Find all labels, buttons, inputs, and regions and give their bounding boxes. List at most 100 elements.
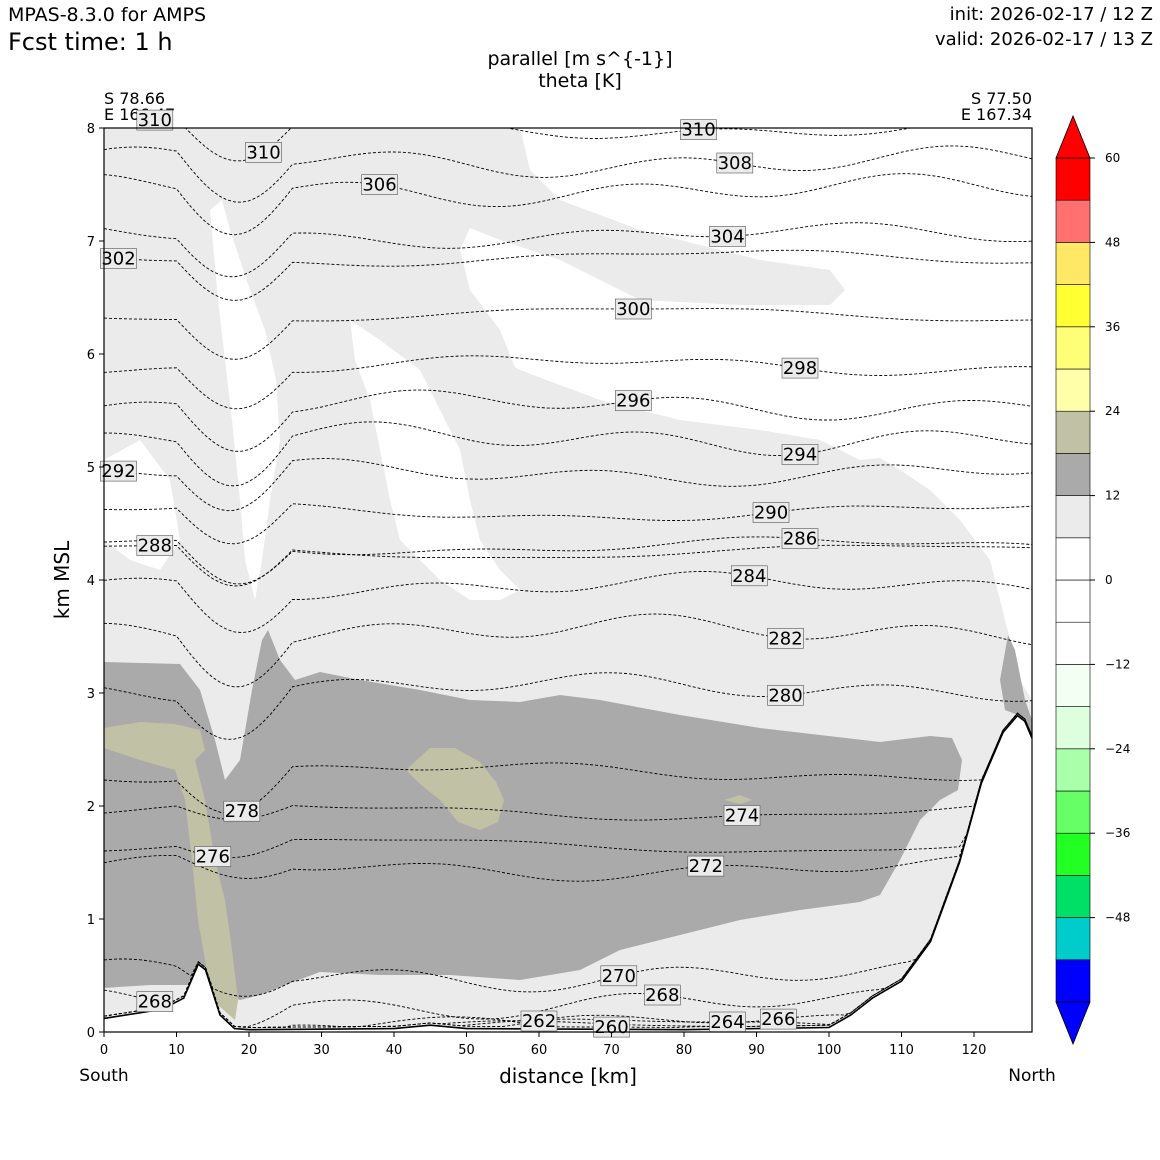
contour-label-text: 288 (138, 536, 172, 557)
valid-time-label: valid: 2026-02-17 / 13 Z (935, 29, 1153, 50)
forecast-time-label: Fcst time: 1 h (8, 28, 173, 56)
contour-label-text: 280 (768, 685, 802, 706)
x-tick-label: 20 (241, 1043, 258, 1058)
theta-contour-288 (104, 544, 1032, 587)
contour-label-box (730, 565, 768, 587)
contour-label-286: 286 (781, 528, 819, 550)
colorbar-segment (1055, 706, 1091, 750)
theta-contour-300 (104, 308, 1032, 360)
contour-label-268: 268 (136, 991, 174, 1013)
theta-contour-302 (104, 249, 1032, 301)
contour-label-box (687, 855, 725, 877)
contour-label-box (781, 357, 819, 379)
theta-contour-306 (104, 173, 1032, 236)
contour-label-text: 292 (101, 461, 135, 482)
contour-label-274: 274 (723, 805, 761, 827)
colorbar-segment (1055, 242, 1091, 285)
colorbar-tick-label: −36 (1105, 826, 1130, 840)
colorbar-segment (1055, 537, 1091, 581)
contour-label-262: 262 (520, 1010, 558, 1032)
contour-label-text: 284 (732, 566, 766, 587)
contour-label-text: 266 (761, 1009, 795, 1030)
contour-label-text: 300 (616, 299, 650, 320)
theta-contour-308 (104, 145, 1032, 203)
contour-label-text: 310 (681, 120, 715, 141)
contour-label-284: 284 (730, 565, 768, 587)
contour-label-310: 310 (136, 109, 174, 131)
contour-label-text: 268 (645, 985, 679, 1006)
contour-label-box (723, 805, 761, 826)
contour-label-278: 278 (223, 800, 261, 822)
contour-label-306: 306 (361, 174, 398, 196)
contour-label-box (100, 248, 137, 269)
contour-label-text: 276 (196, 847, 230, 868)
theta-contour-294 (104, 421, 1032, 487)
contour-label-layer: 3103103103083063043023002982962942922902… (100, 109, 819, 1038)
contour-label-300: 300 (614, 298, 652, 320)
colorbar-segment (1055, 495, 1091, 539)
contour-label-text: 296 (616, 391, 650, 412)
contour-label-266: 266 (759, 1008, 797, 1030)
contour-label-text: 278 (225, 801, 259, 822)
theta-contour-296 (104, 389, 1032, 452)
contour-label-310: 310 (680, 119, 717, 141)
colorbar-segment (1055, 621, 1091, 665)
contour-label-box (709, 226, 746, 247)
theta-contour-260 (104, 712, 1032, 1028)
x-tick-label: 120 (962, 1043, 987, 1058)
colorbar-tick-label: 24 (1105, 404, 1120, 418)
contour-label-box (781, 444, 819, 465)
x-tick-label: 60 (531, 1043, 548, 1058)
colorbar-tick-label: 12 (1105, 489, 1120, 503)
colorbar-segment (1055, 199, 1091, 243)
contour-label-text: 302 (101, 249, 135, 270)
contour-label-box (767, 684, 804, 706)
theta-contour-268 (104, 712, 1032, 1028)
contour-label-box (614, 390, 652, 411)
contour-label-box (680, 119, 717, 140)
contour-label-text: 286 (783, 529, 817, 550)
south-end-label: South (79, 1066, 129, 1086)
contour-label-302: 302 (100, 248, 137, 270)
contour-label-308: 308 (716, 152, 754, 174)
theta-contour-304 (104, 222, 1032, 278)
x-tick-label: 70 (603, 1043, 620, 1058)
init-time-label: init: 2026-02-17 / 12 Z (949, 4, 1153, 25)
theta-contour-276 (104, 712, 1032, 859)
colorbar-segment (1055, 410, 1091, 454)
axis-ticks: 0 10 20 30 40 50 60 70 80 90 100 110 120 0 1 2 3 4 5 6 7 8 (87, 122, 987, 1058)
theta-contour-292 (104, 458, 1032, 512)
colorbar: 60 48 36 24 12 0 −12 −24 −36 −48 (1055, 114, 1130, 1046)
y-tick-label: 6 (87, 348, 95, 363)
shade-white-region (350, 320, 520, 600)
contour-label-text: 282 (768, 628, 802, 649)
y-tick-label: 4 (87, 574, 95, 589)
colorbar-tick-label: 36 (1105, 320, 1120, 334)
shade-olive (724, 795, 752, 804)
colorbar-segment (1055, 748, 1091, 792)
right-endpoint-latitude: S 77.50 (970, 89, 1032, 108)
right-endpoint-longitude: E 167.34 (960, 105, 1032, 124)
colorbar-segment (1055, 579, 1091, 623)
colorbar-segment (1055, 368, 1091, 412)
x-tick-label: 50 (458, 1043, 475, 1058)
colorbar-tick-label: 0 (1105, 573, 1113, 587)
contour-label-text: 304 (710, 226, 744, 247)
contour-label-box (520, 1010, 558, 1032)
shade-dark-gray (104, 630, 962, 1000)
contour-label-box (781, 528, 819, 549)
colorbar-min-arrow (1055, 1001, 1091, 1046)
colorbar-segment (1055, 664, 1091, 707)
y-tick-label: 1 (87, 913, 95, 928)
contour-label-box (614, 298, 652, 320)
colorbar-segment (1055, 326, 1091, 370)
theta-contour-278 (104, 712, 1032, 814)
y-tick-label: 2 (87, 800, 95, 815)
contour-label-box (100, 460, 137, 482)
theta-contour-280 (104, 672, 1032, 740)
x-tick-label: 80 (676, 1043, 693, 1058)
colorbar-segment (1055, 875, 1091, 918)
contour-label-text: 294 (783, 445, 817, 466)
contour-label-268: 268 (643, 984, 681, 1006)
